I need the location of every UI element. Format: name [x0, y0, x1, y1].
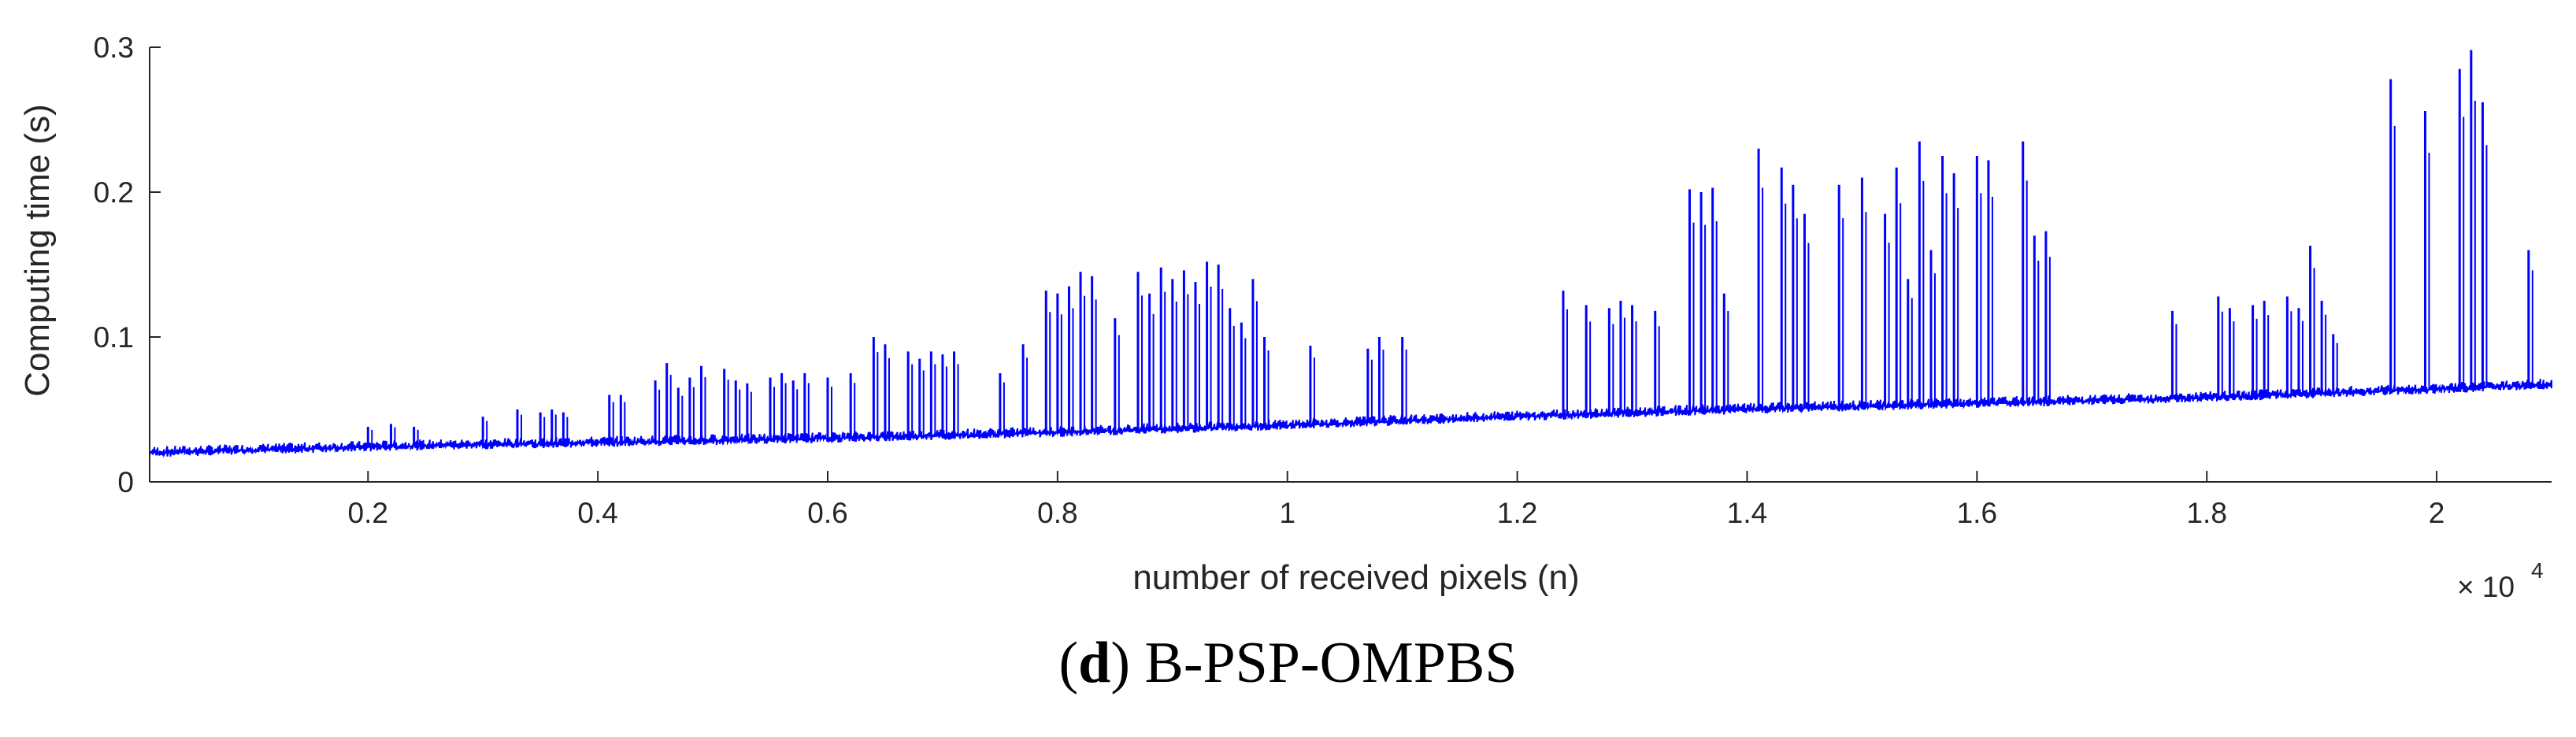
y-tick-label: 0.2 [94, 176, 134, 209]
caption-text: B-PSP-OMPBS [1129, 631, 1518, 695]
x-exponent-power: 4 [2531, 558, 2544, 583]
caption-open-paren: ( [1058, 631, 1079, 695]
x-tick-label: 2 [2429, 497, 2445, 529]
plot-area [149, 50, 2552, 458]
y-tick-label: 0.1 [94, 321, 134, 354]
axes [149, 47, 2552, 483]
x-tick-label: 1.8 [2186, 497, 2226, 529]
x-axis-exponent: × 10 4 [2457, 558, 2544, 603]
x-tick-label: 1.2 [1497, 497, 1537, 529]
series-baseline-line [149, 379, 2552, 458]
x-tick-label: 0.6 [807, 497, 847, 529]
x-exponent-base: × 10 [2457, 571, 2515, 603]
y-axis-label: Computing time (s) [18, 104, 57, 397]
x-tick-label: 1.6 [1957, 497, 1997, 529]
x-tick-label: 1 [1279, 497, 1295, 529]
chart: 0.2 0.4 0.6 0.8 1 1.2 1.4 1.6 1.8 2 0 0.1 0.2 0.3 Com… [18, 31, 2552, 603]
caption-close-paren: ) [1110, 631, 1130, 695]
x-tick-label: 0.2 [348, 497, 388, 529]
caption-letter: d [1078, 631, 1111, 695]
ticks: 0.2 0.4 0.6 0.8 1 1.2 1.4 1.6 1.8 2 0 0.1 0.2 0.3 [94, 31, 2445, 529]
y-tick-label: 0 [117, 466, 134, 498]
y-tick-label: 0.3 [94, 31, 134, 64]
x-tick-label: 0.8 [1037, 497, 1077, 529]
x-tick-label: 0.4 [577, 497, 617, 529]
figure-caption: (d) B-PSP-OMPBS [0, 630, 2576, 697]
x-tick-label: 1.4 [1727, 497, 1767, 529]
x-axis-label: number of received pixels (n) [1132, 558, 1579, 597]
